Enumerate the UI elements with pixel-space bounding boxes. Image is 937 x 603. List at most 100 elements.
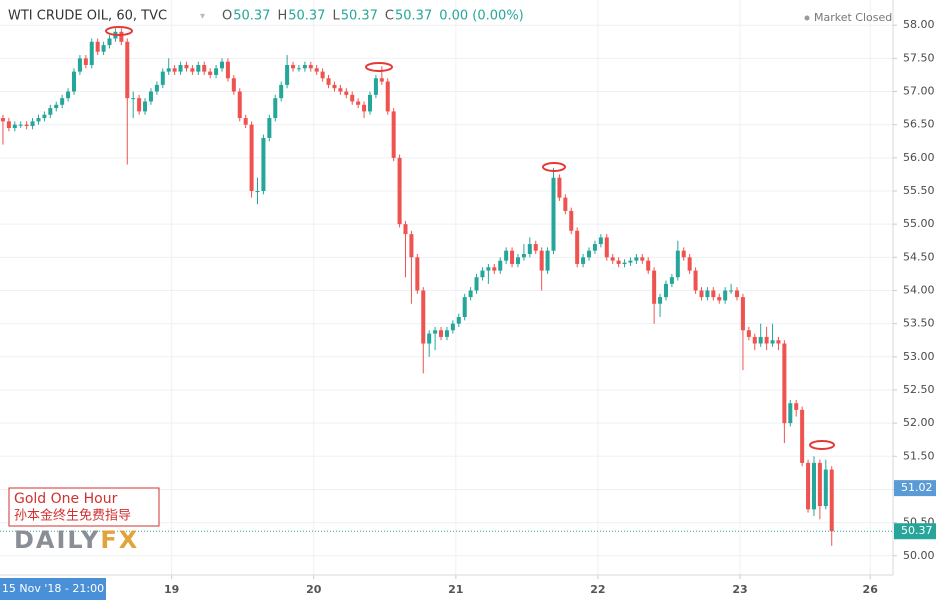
candle-body bbox=[444, 330, 449, 337]
ohlc-key: O bbox=[222, 9, 232, 24]
candle-body bbox=[439, 330, 444, 337]
candle-body bbox=[243, 118, 248, 125]
watermark-box bbox=[8, 487, 160, 527]
candle-body bbox=[415, 257, 420, 291]
logo-text: DAILYFX bbox=[14, 526, 139, 554]
candle-body bbox=[740, 297, 745, 331]
x-tick-label: 20 bbox=[306, 583, 322, 596]
y-tick-label: 52.50 bbox=[903, 383, 935, 396]
candle-body bbox=[338, 88, 343, 92]
candle-body bbox=[823, 469, 828, 507]
last-price-label: 50.37 bbox=[901, 524, 933, 537]
candle-body bbox=[533, 244, 538, 251]
candle-body bbox=[71, 71, 77, 92]
candle-body bbox=[486, 267, 491, 271]
dropdown-arrow[interactable]: ▾ bbox=[200, 11, 205, 22]
candle-body bbox=[166, 68, 171, 72]
candle-body bbox=[48, 108, 53, 115]
ohlc-value: 50.37 bbox=[233, 9, 270, 24]
candle-body bbox=[403, 224, 408, 235]
candle-body bbox=[515, 257, 520, 264]
cursor-label: 15 Nov '18 - 21:00 bbox=[2, 582, 104, 595]
candle-body bbox=[373, 78, 378, 95]
candle-body bbox=[652, 270, 657, 304]
candle-body bbox=[24, 124, 29, 127]
candle-body bbox=[758, 336, 763, 344]
candle-body bbox=[711, 290, 716, 298]
candle-body bbox=[143, 101, 148, 112]
candle-body bbox=[782, 343, 787, 424]
candle-body bbox=[131, 98, 136, 100]
candle-body bbox=[30, 121, 35, 127]
candle-body bbox=[409, 234, 414, 258]
candle-body bbox=[83, 58, 88, 65]
watermark: Gold One Hour 孙本金终生免费指导 DAILYFX bbox=[8, 487, 160, 554]
logo-part: FX bbox=[100, 526, 139, 554]
candle-body bbox=[675, 250, 680, 278]
candle-body bbox=[669, 277, 674, 284]
candle-body bbox=[66, 91, 71, 99]
x-tick-label: 21 bbox=[448, 583, 463, 596]
candle-body bbox=[658, 297, 663, 304]
candle-body bbox=[468, 290, 473, 298]
y-tick-label: 56.00 bbox=[903, 151, 935, 164]
y-tick-label: 55.50 bbox=[903, 184, 935, 197]
candle-body bbox=[693, 270, 698, 291]
cursor-label-box bbox=[0, 578, 106, 600]
candle-body bbox=[770, 340, 775, 344]
candle-body bbox=[320, 71, 325, 79]
candle-body bbox=[575, 230, 580, 264]
candle-body bbox=[154, 84, 159, 92]
y-tick-label: 57.00 bbox=[903, 85, 935, 98]
candle-body bbox=[687, 257, 692, 271]
y-tick-label: 50.00 bbox=[903, 549, 935, 562]
candle-body bbox=[492, 267, 497, 271]
candle-body bbox=[504, 250, 509, 261]
candle-body bbox=[356, 101, 361, 105]
candle-body bbox=[391, 111, 396, 158]
candle-body bbox=[196, 64, 201, 72]
candle-body bbox=[604, 237, 609, 258]
candle-body bbox=[610, 257, 615, 261]
candle-body bbox=[640, 257, 645, 261]
candle-body bbox=[569, 210, 574, 231]
candle-body bbox=[184, 64, 189, 69]
candle-body bbox=[735, 290, 740, 298]
candle-body bbox=[160, 71, 165, 85]
candle-body bbox=[592, 244, 597, 251]
candle-body bbox=[397, 157, 402, 225]
candle-body bbox=[208, 71, 213, 75]
candle-body bbox=[119, 31, 124, 42]
candle-body bbox=[219, 61, 225, 69]
candle-body bbox=[480, 270, 485, 278]
candle-body bbox=[379, 78, 384, 82]
candle-body bbox=[800, 409, 805, 463]
candle-body bbox=[261, 137, 266, 192]
candle-body bbox=[231, 78, 236, 92]
candle-body bbox=[788, 403, 793, 424]
candle-body bbox=[77, 58, 82, 72]
candle-body bbox=[474, 277, 479, 291]
candle-body bbox=[302, 64, 307, 69]
x-tick-label: 22 bbox=[590, 583, 605, 596]
candle-body bbox=[746, 330, 751, 337]
header: WTI CRUDE OIL, 60, TVC ▾ O 50.37 H 50.37 L 50… bbox=[8, 9, 892, 25]
candle-body bbox=[214, 68, 219, 75]
logo-part: DAILY bbox=[14, 526, 100, 554]
marker-price-box bbox=[894, 480, 936, 497]
x-tick-label: 19 bbox=[164, 583, 179, 596]
candle-body bbox=[60, 98, 65, 105]
candle-body bbox=[776, 340, 781, 344]
y-tick-label: 52.00 bbox=[903, 416, 935, 429]
candles bbox=[0, 28, 893, 546]
candle-body bbox=[622, 262, 627, 264]
candle-body bbox=[308, 64, 313, 69]
candle-body bbox=[628, 260, 633, 263]
symbol-title: WTI CRUDE OIL, 60, TVC bbox=[8, 9, 167, 24]
ohlc-key: L bbox=[332, 9, 340, 24]
candle-body bbox=[385, 81, 390, 112]
marker-price-label: 51.02 bbox=[901, 481, 933, 494]
candle-body bbox=[521, 254, 526, 258]
candle-body bbox=[273, 98, 278, 119]
candle-body bbox=[427, 333, 432, 344]
